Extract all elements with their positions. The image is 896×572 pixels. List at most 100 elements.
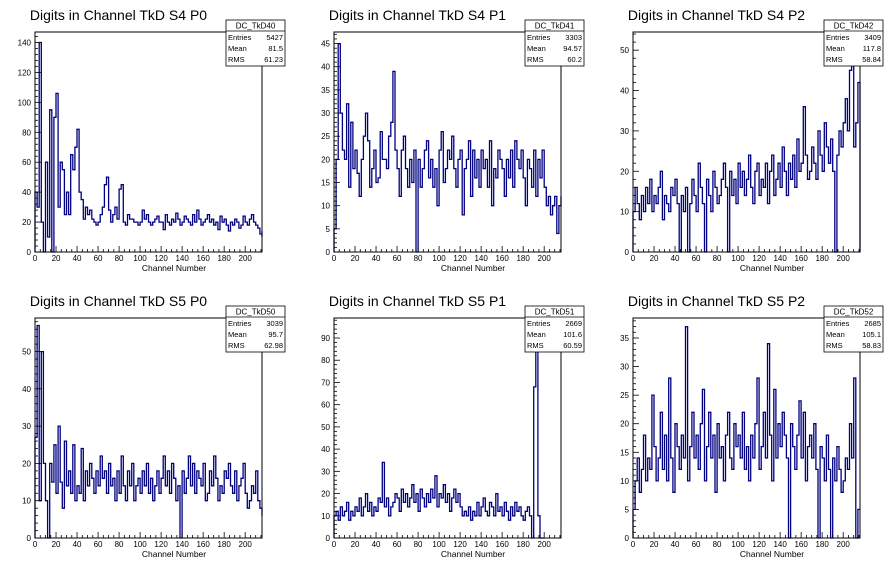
x-tick-label: 140 [474, 254, 488, 263]
x-tick-label: 20 [650, 540, 659, 549]
stats-label-rms: RMS [228, 55, 245, 64]
y-tick-label: 100 [18, 98, 32, 107]
histogram-panel: Digits in Channel TkD S5 P20 20 40 60 80 100 1… [620, 293, 884, 559]
stats-label-rms: RMS [228, 341, 245, 350]
plot-frame [34, 31, 263, 253]
x-tick-label: 200 [538, 254, 552, 263]
y-tick-label: 25 [321, 132, 330, 141]
stats-box: DC_TkD50 Entries 3039 Mean 95.7 RMS 62.98 [225, 305, 286, 353]
x-tick-label: 60 [692, 254, 701, 263]
y-tick-label: 30 [22, 422, 31, 431]
stats-value-mean: 101.6 [563, 330, 582, 339]
x-axis-label: Channel Number [142, 549, 206, 559]
y-tick-label: 0 [326, 248, 331, 257]
stats-label-rms: RMS [527, 55, 544, 64]
stats-label-entries: Entries [527, 319, 551, 328]
y-tick-label: 120 [18, 68, 32, 77]
y-tick-label: 90 [321, 334, 330, 343]
y-tick-label: 15 [620, 448, 629, 457]
x-tick-label: 20 [351, 540, 360, 549]
stats-value-mean: 81.5 [268, 44, 283, 53]
y-tick-label: 140 [18, 38, 32, 47]
x-tick-label: 120 [453, 540, 467, 549]
stats-label-mean: Mean [527, 330, 546, 339]
y-tick-label: 80 [321, 356, 330, 365]
stats-box-frame [823, 19, 884, 67]
y-tick-label: 0 [625, 248, 630, 257]
plot-frame [333, 31, 562, 253]
x-tick-label: 120 [453, 254, 467, 263]
x-tick-label: 60 [393, 540, 402, 549]
x-tick-label: 180 [815, 540, 829, 549]
stats-box-frame [524, 305, 585, 353]
x-tick-label: 0 [332, 540, 337, 549]
stats-box: DC_TkD51 Entries 2669 Mean 101.6 RMS 60.59 [524, 305, 585, 353]
y-tick-label: 0 [27, 534, 32, 543]
x-tick-label: 200 [837, 254, 851, 263]
stats-box-frame [225, 19, 286, 67]
y-tick-label: 20 [22, 459, 31, 468]
panel-title: Digits in Channel TkD S4 P0 [30, 7, 207, 23]
panel-title: Digits in Channel TkD S4 P2 [628, 7, 805, 23]
stats-box-name: DC_TkD40 [236, 22, 276, 31]
x-tick-label: 160 [196, 540, 210, 549]
x-tick-label: 160 [794, 540, 808, 549]
stats-label-entries: Entries [826, 319, 850, 328]
x-tick-label: 40 [372, 254, 381, 263]
x-tick-label: 140 [175, 254, 189, 263]
stats-value-rms: 60.2 [567, 55, 582, 64]
x-tick-label: 180 [217, 254, 231, 263]
stats-label-entries: Entries [826, 33, 850, 42]
stats-value-entries: 3303 [565, 33, 582, 42]
y-tick-label: 60 [321, 401, 330, 410]
histogram-series [34, 324, 263, 539]
stats-label-entries: Entries [228, 319, 252, 328]
histogram-panel: Digits in Channel TkD S5 P00 20 40 60 80 100 1… [22, 293, 286, 559]
y-tick-label: 40 [321, 63, 330, 72]
stats-label-rms: RMS [826, 341, 843, 350]
x-tick-label: 100 [133, 254, 147, 263]
stats-value-rms: 58.83 [862, 341, 881, 350]
x-tick-label: 60 [94, 254, 103, 263]
y-tick-label: 30 [620, 363, 629, 372]
x-tick-label: 180 [815, 254, 829, 263]
stats-label-rms: RMS [527, 341, 544, 350]
x-tick-label: 200 [538, 540, 552, 549]
stats-value-entries: 2669 [565, 319, 582, 328]
x-tick-label: 200 [239, 254, 253, 263]
stats-value-rms: 60.59 [563, 341, 582, 350]
histogram-panel: Digits in Channel TkD S4 P0 0 20 40 60 80 100 1… [18, 7, 286, 273]
histogram-panel: Digits in Channel TkD S4 P20 20 40 60 80 100 1… [620, 7, 884, 273]
y-tick-label: 30 [321, 467, 330, 476]
x-tick-label: 40 [73, 540, 82, 549]
x-tick-label: 60 [692, 540, 701, 549]
x-tick-label: 100 [731, 540, 745, 549]
stats-value-entries: 2685 [864, 319, 881, 328]
stats-value-mean: 95.7 [268, 330, 283, 339]
stats-box: DC_TkD52 Entries 2685 Mean 105.1 RMS 58.83 [823, 305, 884, 353]
y-tick-label: 50 [22, 348, 31, 357]
y-tick-label: 20 [321, 155, 330, 164]
panel-title: Digits in Channel TkD S5 P2 [628, 293, 805, 309]
stats-box-name: DC_TkD41 [535, 22, 575, 31]
x-axis-label: Channel Number [142, 263, 206, 273]
y-tick-label: 30 [321, 109, 330, 118]
x-axis-label: Channel Number [740, 549, 804, 559]
stats-box-name: DC_TkD50 [236, 308, 276, 317]
y-tick-label: 30 [620, 127, 629, 136]
x-tick-label: 20 [351, 254, 360, 263]
x-tick-label: 80 [713, 540, 722, 549]
x-tick-label: 0 [631, 540, 636, 549]
stats-label-entries: Entries [228, 33, 252, 42]
x-tick-label: 140 [474, 540, 488, 549]
stats-value-entries: 3409 [864, 33, 881, 42]
y-tick-label: 70 [321, 378, 330, 387]
histogram-panel: Digits in Channel TkD S5 P10 20 40 60 80 100 1… [321, 293, 585, 559]
y-tick-label: 35 [321, 86, 330, 95]
x-tick-label: 40 [372, 540, 381, 549]
stats-box: DC_TkD41 Entries 3303 Mean 94.57 RMS 60.2 [524, 19, 585, 67]
histogram-series [632, 49, 861, 253]
plot-frame [333, 317, 562, 539]
y-tick-label: 10 [620, 208, 629, 217]
